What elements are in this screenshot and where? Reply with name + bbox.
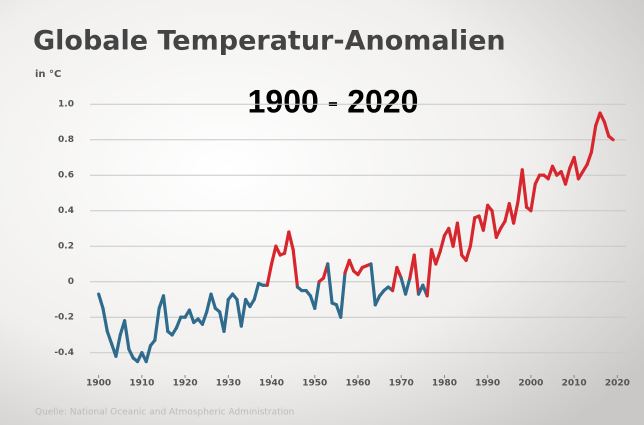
line-segment [287,230,295,252]
line-segment [512,200,520,225]
line-segment [438,233,447,254]
line-segment [520,168,529,209]
line-segment [347,258,356,273]
line-segment [395,265,403,280]
y-tick-label: -0.4 [54,348,74,358]
line-segment [403,276,412,296]
line-segment [481,203,490,232]
line-segment [174,315,183,330]
line-segment [339,271,347,319]
line-segment [326,262,334,305]
x-tick-label: 1990 [475,379,500,389]
line-segment [161,294,170,333]
line-segment [464,244,472,262]
source: Quelle: National Oceanic and Atmospheric… [35,408,294,418]
line-segment [529,182,537,213]
line-segment [153,306,161,342]
line-segment [200,310,209,326]
x-tick-label: 1960 [345,379,370,389]
y-tick-label: 0.2 [58,242,74,252]
line-segment [291,248,300,289]
line-segment [369,262,377,307]
line-segment [434,249,442,266]
y-tick-label: 0.8 [58,135,74,145]
x-tick-label: 1900 [86,379,111,389]
line-segment [274,244,282,257]
line-segment [572,155,581,181]
unit-label: in °C [35,69,61,80]
x-tick-label: 2010 [562,379,587,389]
line-segment [239,297,248,328]
y-tick-label: 0.6 [58,171,74,181]
line-segment [144,344,153,364]
line-segment [209,292,217,310]
x-tick-label: 1930 [216,379,241,389]
x-tick-label: 1980 [432,379,457,389]
line-segment [589,123,598,154]
line-segment [607,134,615,142]
line-segment [97,292,105,310]
line-segment [101,306,109,333]
y-tick-label: 1.0 [58,100,74,110]
y-tick-label: -0.2 [54,313,74,323]
line-segment [105,329,114,346]
line-segment [533,173,542,186]
line-segment [114,333,122,358]
annotation: 1900 - 2020 [248,83,419,119]
line-segment [563,166,572,186]
line-segment [455,221,464,257]
line-segment [602,120,611,138]
line-segment [598,111,606,124]
x-tick-label: 1950 [302,379,327,389]
line-segment [412,253,421,296]
x-tick-label: 1920 [173,379,198,389]
line-segment [390,265,399,293]
line-segment [550,164,559,177]
y-tick-label: 0.4 [58,206,74,216]
x-tick-label: 1970 [389,379,414,389]
line-segment [252,281,261,302]
line-segment [187,308,196,325]
line-segment [122,319,131,351]
line-segment [425,248,434,298]
line-segment [269,244,278,266]
x-tick-label: 1940 [259,379,284,389]
line-segment [265,262,274,287]
line-segment [494,226,503,239]
line-segment [490,209,498,239]
line-segment [585,150,594,167]
line-segment [222,297,230,333]
line-segment [468,216,477,248]
chart-title: Globale Temperatur-Anomalien [33,26,506,57]
x-tick-label: 2020 [605,379,630,389]
line-segment [373,294,382,307]
line-segment [127,347,135,360]
x-tick-label: 1910 [129,379,154,389]
x-tick-label: 2000 [518,379,543,389]
line-segment [313,280,321,310]
y-tick-label: 0 [68,277,74,287]
